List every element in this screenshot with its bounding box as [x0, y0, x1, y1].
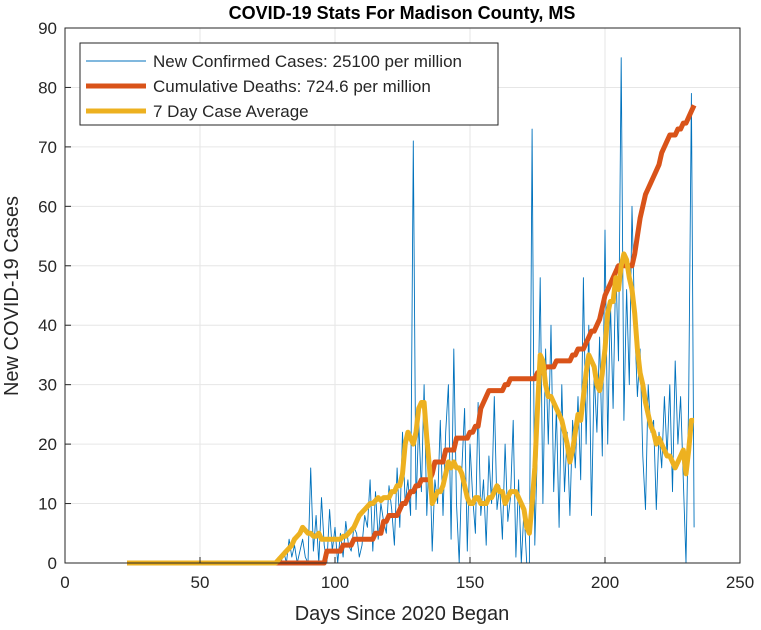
y-tick-label: 50	[38, 257, 57, 276]
y-tick-label: 30	[38, 376, 57, 395]
legend-label: 7 Day Case Average	[153, 102, 309, 121]
y-tick-label: 20	[38, 435, 57, 454]
y-tick-label: 70	[38, 138, 57, 157]
y-tick-label: 0	[48, 554, 57, 573]
x-tick-label: 200	[591, 573, 619, 592]
y-tick-label: 40	[38, 316, 57, 335]
x-tick-label: 0	[60, 573, 69, 592]
y-tick-label: 90	[38, 19, 57, 38]
legend: New Confirmed Cases: 25100 per million Cu…	[79, 42, 499, 126]
y-tick-label: 10	[38, 495, 57, 514]
legend-label: Cumulative Deaths: 724.6 per million	[153, 77, 431, 96]
legend-label: New Confirmed Cases: 25100 per million	[153, 52, 462, 71]
x-tick-label: 100	[321, 573, 349, 592]
chart-title: COVID-19 Stats For Madison County, MS	[229, 3, 576, 23]
ticks: 0 50 100 150 200 250 0 10 20 30 40 50 60 70 80 90	[38, 19, 754, 592]
y-axis-label: New COVID-19 Cases	[1, 196, 23, 396]
x-tick-label: 50	[191, 573, 210, 592]
x-axis-label: Days Since 2020 Began	[295, 603, 510, 625]
axes-box	[64, 27, 741, 564]
x-tick-label: 250	[726, 573, 754, 592]
x-tick-label: 150	[456, 573, 484, 592]
legend-box	[79, 42, 499, 126]
y-tick-label: 60	[38, 197, 57, 216]
y-tick-label: 80	[38, 78, 57, 97]
